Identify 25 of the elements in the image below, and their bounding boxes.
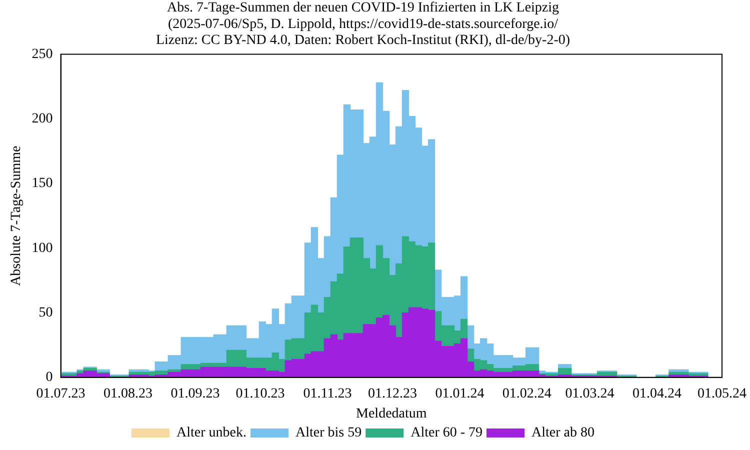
x-tick-label: 01.04.24: [632, 386, 682, 402]
x-tick-label: 01.12.23: [368, 386, 417, 402]
x-tick-label: 01.09.23: [170, 386, 220, 402]
x-tick-label: 01.10.23: [236, 386, 285, 402]
x-tick-label: 01.05.24: [698, 386, 746, 402]
x-tick-label: 01.03.24: [565, 386, 614, 402]
chart-subtitle: (2025-07-06/Sp5, D. Lippold, https://covid19-de-stats.sourceforge.io/ Lizenz: CC BY-ND 4.0, Daten: Robert Koch-Institut (RKI), dl-de/by-2-0): [156, 16, 570, 48]
x-tick-label: 01.11.23: [303, 386, 352, 402]
y-tick-label: 150: [32, 176, 53, 192]
x-tick-label: 01.07.23: [36, 386, 86, 402]
legend-label: Alter ab 80: [532, 426, 594, 441]
y-tick-label: 250: [32, 46, 53, 62]
legend-label: Alter 60 - 79: [410, 426, 483, 441]
y-tick-label: 0: [46, 370, 53, 386]
legend-label: Alter bis 59: [295, 426, 362, 441]
legend-label: Alter unbek.: [176, 426, 246, 441]
y-tick-label: 100: [32, 240, 53, 256]
x-tick-label: 01.01.24: [435, 386, 484, 402]
y-tick-label: 50: [38, 305, 53, 320]
y-tick-label: 200: [32, 112, 53, 127]
x-tick-label: 01.08.23: [104, 386, 153, 402]
x-axis-title: Meldedatum: [356, 406, 427, 422]
chart-title: Abs. 7-Tage-Summen der neuen COVID-19 Infizierten in LK Leipzig: [166, 0, 560, 16]
y-axis-title: Absolute 7-Tage-Summe: [9, 146, 24, 286]
x-tick-label: 01.02.24: [502, 386, 552, 402]
